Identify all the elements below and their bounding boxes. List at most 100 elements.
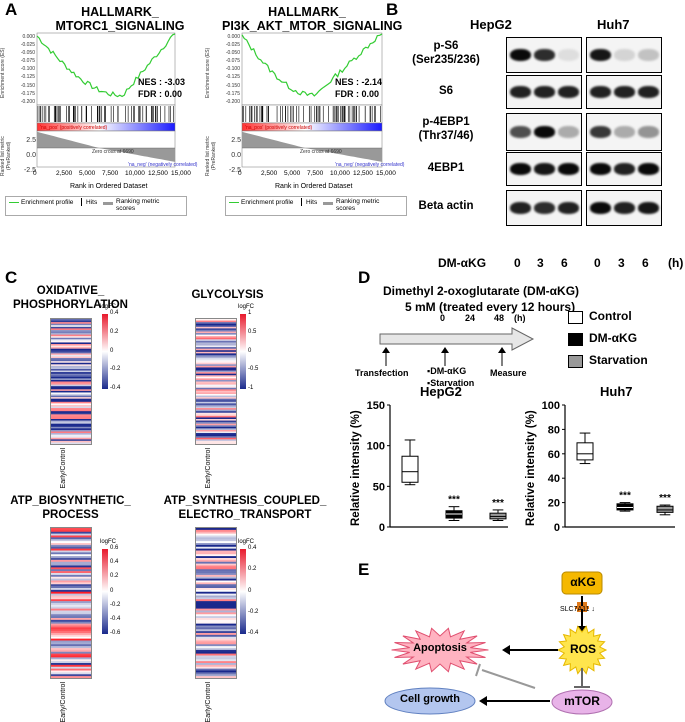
- neg-label-left: 'na_neg' (negatively correlated): [128, 162, 198, 168]
- heatmap-row: [196, 623, 236, 626]
- gsea-stats-right: NES : -2.14 FDR : 0.00: [335, 77, 383, 99]
- heatmap-row: [196, 561, 236, 564]
- blot-band: [590, 163, 611, 175]
- heatmap-row: [51, 563, 91, 566]
- heatmap-row: [51, 320, 91, 323]
- tl-unit: (h): [514, 313, 526, 323]
- gsea-plot-left: [0, 32, 200, 247]
- heatmap-row: [51, 403, 91, 406]
- heatmap-title: ATP_BIOSYNTHETIC_ PROCESS: [10, 495, 131, 521]
- boxplot-title: HepG2: [420, 384, 462, 399]
- heatmap-row: [196, 440, 236, 443]
- x-tick: 5,000: [79, 170, 96, 177]
- blot-band: [638, 86, 659, 98]
- x-tick: 0: [33, 170, 37, 177]
- heatmap-row: [196, 398, 236, 401]
- gsea-svg-right: [241, 32, 383, 168]
- heatmap-row: [51, 395, 91, 398]
- heatmap-row: [51, 621, 91, 624]
- logfc-tick: -0.2: [110, 366, 121, 373]
- logfc-tick: -0.6: [110, 630, 121, 636]
- x-tick: 2,500: [261, 170, 278, 177]
- heatmap-row: [196, 406, 236, 409]
- es-tick: -0.025: [225, 42, 240, 49]
- blot-band: [510, 163, 531, 175]
- heatmap-row: [51, 348, 91, 351]
- heatmap-row: [196, 606, 236, 609]
- heatmap-row: [51, 431, 91, 434]
- heatmap-row: [196, 558, 236, 561]
- heatmap-row: [196, 664, 236, 668]
- heatmap-row: [196, 550, 236, 553]
- heatmap-row: [51, 676, 91, 678]
- blot-band: [614, 49, 635, 61]
- heatmap-row: [51, 428, 91, 431]
- heatmap-row: [51, 533, 91, 536]
- mtor-apoptosis-inhibit: [481, 669, 536, 689]
- time-unit: (h): [668, 256, 684, 270]
- logfc-tick: 0.2: [248, 566, 257, 573]
- heatmap-row: [51, 558, 91, 561]
- box-0: [576, 442, 594, 461]
- blot-band: [558, 49, 579, 61]
- heatmap-row: [51, 331, 91, 334]
- x-tick: 15,000: [171, 170, 191, 177]
- heatmap-row: [51, 595, 91, 598]
- heatmap-row: [196, 646, 236, 649]
- rank-axis-left: Ranked list metric (PreRanked): [0, 136, 12, 176]
- heatmap-row: [196, 576, 236, 579]
- gsea-svg-left: [36, 32, 176, 168]
- heatmap-row: [196, 329, 236, 332]
- heatmap-row: [196, 426, 236, 429]
- heatmap-row: [196, 636, 236, 639]
- heatmap-row: [196, 599, 236, 602]
- blot-box: [506, 190, 582, 226]
- heatmap-row: [196, 659, 236, 662]
- heatmap-row: [196, 379, 236, 382]
- heatmap-row: [196, 559, 236, 563]
- heatmap-row: [51, 644, 91, 647]
- event-transfection: Transfection: [355, 368, 409, 378]
- heatmap-row: [51, 634, 91, 638]
- heatmap-row: [196, 325, 236, 328]
- box-0: [401, 455, 419, 483]
- y-tick-label: 100: [367, 441, 385, 453]
- blot-band: [558, 163, 579, 175]
- logfc-tick: 0: [248, 587, 252, 594]
- heatmap-row: [196, 434, 236, 437]
- akg-label: αKG: [570, 575, 596, 589]
- heatmap-row: [51, 354, 91, 357]
- heatmap-row: [51, 664, 91, 668]
- heatmap-row: [51, 339, 91, 342]
- heatmap-row: [51, 582, 91, 585]
- heatmap-row: [51, 574, 91, 578]
- logfc-tick: 0.5: [248, 328, 257, 335]
- heatmap-row: [196, 539, 236, 542]
- heatmap-row: [196, 621, 236, 624]
- heatmap-row: [196, 333, 236, 335]
- heatmap-row: [51, 544, 91, 548]
- pos-label-left: 'na_pos' (positively correlated): [40, 125, 108, 131]
- heatmap-row: [196, 588, 236, 591]
- heatmap-row: [196, 591, 236, 594]
- heatmap-row: [196, 392, 236, 395]
- heatmap-row: [196, 408, 236, 410]
- heatmap-row: [51, 633, 91, 636]
- heatmap-row: [51, 442, 91, 444]
- heatmap-row: [196, 419, 236, 421]
- heatmap-row: [51, 636, 91, 639]
- heatmap-row: [51, 651, 91, 654]
- logfc-tick: -0.4: [248, 630, 259, 636]
- heatmap-row: [51, 554, 91, 557]
- heatmap-row: [196, 528, 236, 531]
- blot-box: [586, 152, 662, 186]
- heatmap-row: [51, 657, 91, 660]
- heatmap-row: [51, 674, 91, 677]
- heatmap-row: [51, 353, 91, 356]
- timeline-diagram: [379, 327, 535, 366]
- heatmap-row: [51, 351, 91, 354]
- heatmap-row: [51, 646, 91, 649]
- heatmap-row: [51, 638, 91, 641]
- heatmap-row: [51, 350, 91, 353]
- heatmap-xlabel: Early/Control: [205, 448, 212, 489]
